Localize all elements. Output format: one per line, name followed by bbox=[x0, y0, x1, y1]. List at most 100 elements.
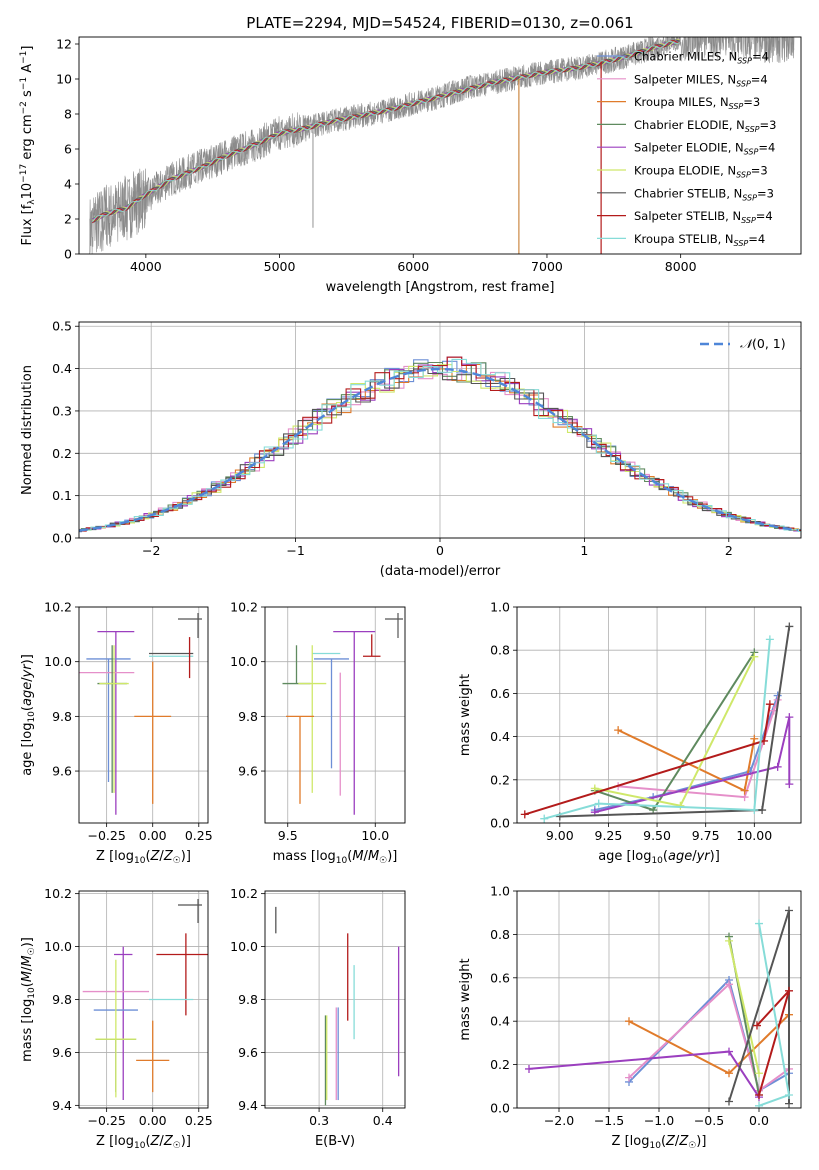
weight-marker bbox=[785, 1099, 793, 1108]
x-tick-label: 2 bbox=[725, 543, 733, 558]
x-tick-label: 0.25 bbox=[185, 828, 213, 843]
x-tick-label: −1 bbox=[286, 543, 304, 558]
error-bars bbox=[79, 630, 194, 815]
weight-marker bbox=[725, 1047, 733, 1056]
y-tick-label: 0.8 bbox=[490, 927, 510, 942]
legend-label: Kroupa MILES, NSSP=3 bbox=[634, 95, 760, 111]
weight-line bbox=[628, 982, 790, 1093]
x-tick-label: 6000 bbox=[397, 259, 429, 274]
x-axis-label: mass [log10(M/M☉)] bbox=[273, 849, 398, 866]
y-tick-label: 0.5 bbox=[52, 319, 72, 334]
weight-marker bbox=[755, 919, 763, 928]
weight-marker bbox=[785, 986, 793, 995]
y-tick-label: 9.6 bbox=[52, 1045, 72, 1060]
weight-marker bbox=[725, 980, 733, 989]
x-tick-label: 9.50 bbox=[643, 828, 671, 843]
x-axis-label: (data-model)/error bbox=[380, 564, 501, 579]
plot-frame bbox=[264, 606, 406, 824]
y-axis-label: Normed distribution bbox=[20, 365, 35, 495]
x-tick-label: 1 bbox=[580, 543, 588, 558]
y-tick-label: 10.2 bbox=[230, 600, 258, 615]
residual-histogram bbox=[79, 356, 801, 532]
x-tick-label: 9.25 bbox=[595, 828, 623, 843]
legend-label: Salpeter ELODIE, NSSP=4 bbox=[634, 141, 775, 157]
weight-marker bbox=[785, 622, 794, 631]
x-axis-label: Z [log10(Z/Z☉)] bbox=[612, 1134, 707, 1151]
legend-label: Chabrier MILES, NSSP=4 bbox=[634, 50, 769, 66]
weight-marker bbox=[785, 906, 793, 915]
error-bars bbox=[82, 933, 208, 1101]
y-axis-label: mass weight bbox=[458, 958, 473, 1040]
spectrum-legend: Chabrier MILES, NSSP=4 Salpeter MILES, NS… bbox=[597, 50, 776, 248]
x-tick-label: 0.4 bbox=[373, 1113, 393, 1128]
model-fit-line bbox=[92, 40, 680, 224]
y-tick-label: 9.4 bbox=[238, 1098, 258, 1113]
weight-marker bbox=[750, 806, 759, 815]
x-tick-label: 9.00 bbox=[546, 828, 574, 843]
y-tick-label: 0 bbox=[64, 247, 72, 262]
y-tick-label: 9.4 bbox=[52, 1098, 72, 1113]
x-tick-label: 10.00 bbox=[736, 828, 772, 843]
x-tick-label: 9.5 bbox=[278, 828, 298, 843]
x-tick-label: −0.5 bbox=[694, 1113, 724, 1128]
legend-label: Chabrier ELODIE, NSSP=3 bbox=[634, 118, 776, 134]
plot-frame bbox=[516, 606, 802, 824]
legend-label: Salpeter MILES, NSSP=4 bbox=[634, 72, 768, 88]
legend-label: Kroupa ELODIE, NSSP=3 bbox=[634, 164, 768, 180]
weight-marker bbox=[520, 810, 529, 819]
y-tick-label: 0.0 bbox=[52, 531, 72, 546]
x-tick-label: 5000 bbox=[264, 259, 296, 274]
model-fit-line bbox=[91, 40, 680, 223]
weight-marker bbox=[785, 713, 794, 722]
histograms bbox=[79, 356, 801, 533]
weight-marker bbox=[755, 1069, 763, 1078]
weight-marker bbox=[594, 799, 603, 808]
y-tick-label: 0.4 bbox=[490, 729, 510, 744]
weight-marker bbox=[725, 936, 733, 945]
y-tick-label: 0.4 bbox=[490, 1014, 510, 1029]
weight-marker bbox=[590, 784, 599, 793]
spectrum-data bbox=[89, 37, 795, 254]
plot-frame bbox=[264, 890, 406, 1109]
residuals-legend: 𝒩(0, 1) bbox=[700, 336, 786, 351]
y-tick-label: 0.2 bbox=[490, 1057, 510, 1072]
y-axis-label: mass [log10(M/M☉)] bbox=[20, 937, 37, 1062]
x-tick-label: −2 bbox=[142, 543, 160, 558]
error-bars bbox=[275, 906, 400, 1106]
x-tick-label: −1.5 bbox=[594, 1113, 624, 1128]
weight-lines bbox=[525, 906, 793, 1108]
y-tick-label: 0.6 bbox=[490, 686, 510, 701]
y-tick-label: 9.6 bbox=[238, 1045, 258, 1060]
weight-marker bbox=[755, 1101, 763, 1108]
weight-line bbox=[594, 695, 779, 811]
y-tick-label: 10.0 bbox=[44, 654, 72, 669]
x-tick-label: 0.25 bbox=[185, 1113, 213, 1128]
plot-frame bbox=[516, 890, 802, 1109]
weight-marker bbox=[750, 652, 759, 661]
weight-marker bbox=[765, 700, 774, 709]
age-vs-Z-panel: −0.25 0.00 0.25 9.6 9.8 10.0 10.2 Z [log10(Z/Z☉… bbox=[20, 600, 213, 867]
legend-label: Salpeter STELIB, NSSP=4 bbox=[634, 209, 773, 225]
y-tick-label: 0.3 bbox=[52, 403, 72, 418]
y-tick-label: 0.4 bbox=[52, 361, 72, 376]
y-axis-label: age [log10(age/yr)] bbox=[20, 654, 37, 776]
mass-vs-Z-panel: −0.25 0.00 0.25 9.4 9.6 9.8 10.0 10.2 Z [log10(Z… bbox=[20, 886, 213, 1151]
weight-marker bbox=[758, 806, 767, 815]
y-tick-label: 6 bbox=[64, 142, 72, 157]
x-tick-label: −0.25 bbox=[87, 828, 125, 843]
y-tick-label: 9.8 bbox=[238, 709, 258, 724]
y-tick-label: 10.2 bbox=[44, 886, 72, 901]
age-vs-mass-panel: 9.5 10.0 9.6 9.8 10.0 10.2 mass [log10(M/M☉)] bbox=[230, 600, 406, 866]
x-tick-label: 0.3 bbox=[309, 1113, 329, 1128]
plot-frame bbox=[78, 890, 209, 1109]
gaussian-curve bbox=[79, 367, 799, 532]
x-tick-label: 8000 bbox=[665, 259, 697, 274]
y-tick-label: 8 bbox=[64, 107, 72, 122]
plot-frame bbox=[78, 36, 802, 255]
weight-marker bbox=[755, 1090, 763, 1099]
weight-marker bbox=[614, 726, 623, 735]
x-tick-label: −0.25 bbox=[87, 1113, 125, 1128]
x-axis-label: wavelength [Angstrom, rest frame] bbox=[326, 280, 555, 295]
weight-marker bbox=[765, 635, 774, 644]
